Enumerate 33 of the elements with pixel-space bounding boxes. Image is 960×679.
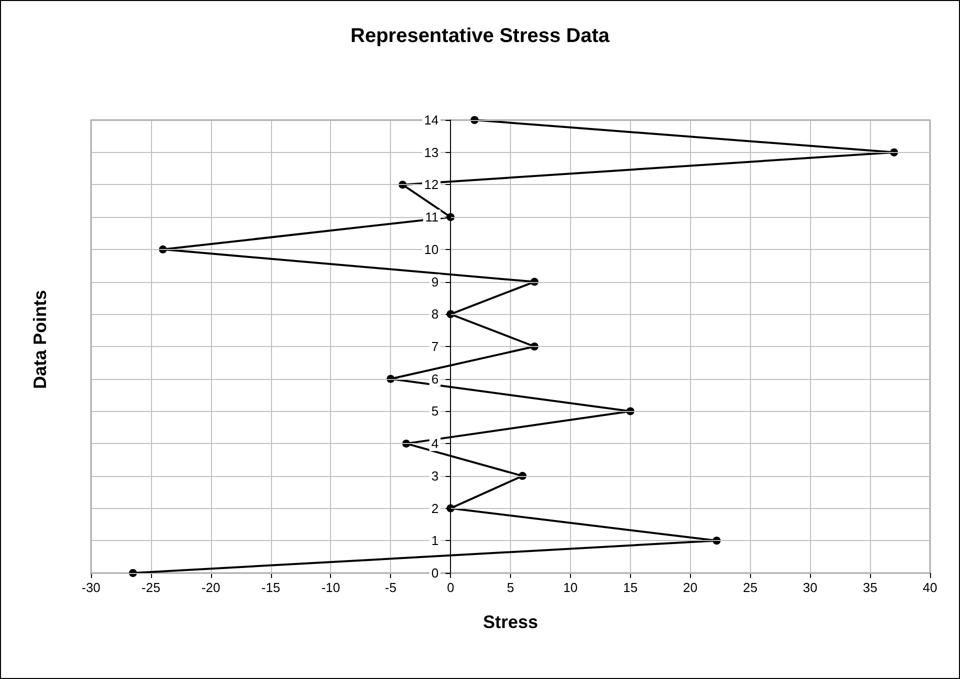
y-tick-label: 0 — [431, 566, 439, 580]
y-tick-label: 2 — [431, 500, 439, 516]
y-tick-label: 4 — [431, 436, 439, 452]
x-tick-label: -30 — [82, 580, 100, 595]
y-tick-label: 9 — [431, 274, 439, 290]
y-tick-label: 14 — [424, 112, 439, 128]
x-tick-label: 10 — [563, 580, 578, 595]
chart-title: Representative Stress Data — [350, 25, 610, 47]
y-tick-label: 8 — [431, 306, 439, 322]
y-tick-label: 1 — [431, 533, 439, 548]
y-tick-label: 10 — [424, 242, 439, 257]
y-tick-label: 3 — [431, 468, 439, 484]
x-tick-label: 40 — [922, 580, 938, 595]
x-tick-label: 15 — [623, 580, 638, 595]
x-tick-label: 30 — [802, 580, 818, 595]
x-axis-title: Stress — [482, 612, 538, 632]
y-tick-label: 6 — [431, 371, 439, 386]
x-tick-label: -15 — [261, 580, 280, 595]
x-tick-label: 25 — [742, 580, 758, 595]
x-tick-label: -10 — [321, 580, 340, 595]
x-tick-label: 0 — [446, 580, 454, 595]
y-axis-title: Data Points — [30, 290, 50, 390]
x-tick-label: -5 — [384, 580, 396, 595]
x-tick-label: 20 — [683, 580, 698, 595]
y-tick-label: 7 — [431, 339, 439, 354]
x-tick-label: -25 — [142, 580, 160, 595]
x-tick-label: 35 — [862, 580, 878, 595]
y-tick-label: 12 — [424, 177, 439, 192]
x-tick-label: -20 — [201, 580, 220, 595]
y-tick-label: 13 — [424, 144, 439, 160]
y-tick-label: 5 — [431, 404, 439, 419]
y-tick-label: 11 — [425, 210, 439, 225]
x-tick-label: 5 — [506, 580, 514, 595]
